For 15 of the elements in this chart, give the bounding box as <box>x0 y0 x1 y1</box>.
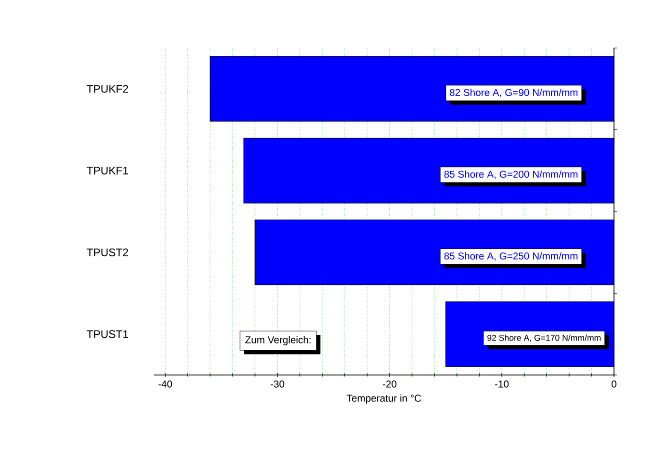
y-tick-label: TPUKF2 <box>86 85 128 93</box>
annotation: 82 Shore A, G=90 N/mm/mm <box>450 88 578 98</box>
y-tick-label: TPUST1 <box>86 330 128 338</box>
annotation: 92 Shore A, G=170 N/mm/mm <box>487 334 601 342</box>
annotation: Zum Vergleich: <box>245 336 311 346</box>
annotation: 85 Shore A, G=200 N/mm/mm <box>444 170 578 179</box>
y-tick-label: TPUST2 <box>86 248 128 256</box>
annotation: 85 Shore A, G=250 N/mm/mm <box>444 252 578 261</box>
x-tick-label: -30 <box>270 380 284 388</box>
x-tick-label: -10 <box>495 380 509 388</box>
x-tick-label: 0 <box>612 380 616 388</box>
x-tick-label: -20 <box>382 380 396 388</box>
x-tick-label: -40 <box>158 380 172 388</box>
x-axis-title: Temperatur in °C <box>346 394 422 404</box>
y-tick-label: TPUKF1 <box>86 166 128 174</box>
